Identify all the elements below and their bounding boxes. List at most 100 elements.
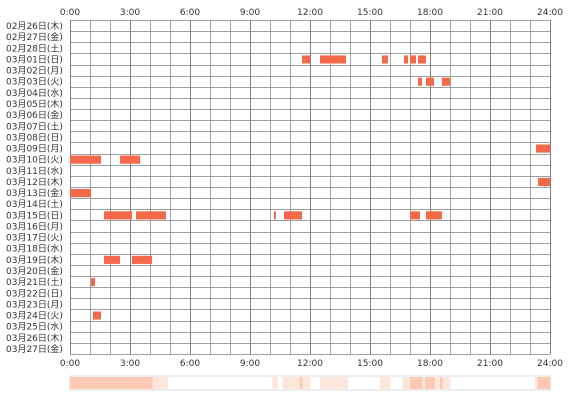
row-label: 02月27日(金) (6, 31, 63, 43)
summary-cell (70, 377, 73, 389)
summary-cell (287, 377, 291, 389)
x-tick-labels-bottom: 0:00 3:00 6:00 9:00 12:00 15:00 18:00 21:00 24:0… (60, 359, 563, 369)
activity-bar (410, 55, 416, 64)
x-tick-label-bottom: 24:00 (537, 359, 563, 369)
summary-cell (402, 377, 406, 389)
summary-cell (97, 377, 101, 389)
summary-cell (407, 377, 411, 389)
summary-cell (145, 377, 148, 389)
activity-bar (104, 255, 120, 264)
row-label: 03月02日(月) (6, 66, 63, 77)
summary-cell (272, 377, 276, 389)
activity-bar (120, 155, 140, 164)
summary-cell (105, 377, 108, 389)
summary-cell (427, 377, 431, 389)
activity-bar (382, 55, 388, 64)
activity-bar (274, 211, 276, 220)
summary-cell (545, 377, 548, 389)
summary-cell (307, 377, 311, 389)
summary-cell (87, 377, 91, 389)
summary-cell (147, 377, 151, 389)
x-tick-label-top: 15:00 (357, 8, 383, 18)
summary-cell (300, 377, 303, 389)
summary-cell (387, 377, 391, 389)
summary-cell (542, 377, 546, 389)
x-tick-label-top: 18:00 (417, 8, 443, 18)
summary-cell (142, 377, 146, 389)
activity-bar (132, 255, 152, 264)
summary-cell (165, 377, 168, 389)
summary-cell (132, 377, 136, 389)
summary-cell (342, 377, 346, 389)
summary-cell (440, 377, 443, 389)
row-label: 03月09日(月) (6, 144, 63, 155)
row-label: 03月04日(水) (6, 87, 63, 99)
summary-cell (112, 377, 116, 389)
summary-cell (547, 377, 551, 389)
summary-cell (162, 377, 166, 389)
activity-bar (426, 211, 442, 220)
summary-cell (157, 377, 161, 389)
summary-cell (85, 377, 88, 389)
x-tick-label-top: 21:00 (477, 8, 503, 18)
row-label: 03月06日(金) (6, 109, 63, 121)
row-label: 03月24日(火) (6, 311, 63, 322)
row-label: 03月01日(日) (6, 54, 63, 65)
summary-cell (382, 377, 386, 389)
x-tick-label-bottom: 12:00 (297, 359, 323, 369)
summary-cell (422, 377, 426, 389)
summary-cell (292, 377, 296, 389)
summary-cell (417, 377, 421, 389)
activity-bar (536, 144, 550, 153)
summary-cell (160, 377, 163, 389)
row-label: 03月07日(土) (6, 120, 63, 132)
summary-cell (100, 377, 103, 389)
summary-cell (122, 377, 126, 389)
summary-cell (275, 377, 278, 389)
activity-bar (404, 55, 408, 64)
summary-cell (282, 377, 286, 389)
activity-bar (418, 77, 422, 86)
summary-cell (385, 377, 388, 389)
summary-cell (297, 377, 301, 389)
summary-cell (80, 377, 83, 389)
summary-cell (152, 377, 156, 389)
row-label: 03月22日(日) (6, 288, 63, 299)
summary-cell (330, 377, 333, 389)
summary-cell (432, 377, 436, 389)
grid-lines (70, 20, 551, 355)
summary-cell (290, 377, 293, 389)
activity-bar (104, 211, 132, 220)
row-label: 03月23日(月) (6, 299, 63, 310)
row-label: 03月27日(金) (6, 343, 63, 355)
summary-cell (540, 377, 543, 389)
activity-bar (426, 77, 434, 86)
summary-cell (92, 377, 96, 389)
activity-bar (91, 278, 95, 287)
x-tick-label-bottom: 0:00 (60, 359, 80, 369)
x-tick-label-bottom: 9:00 (240, 359, 260, 369)
activity-bar (284, 211, 302, 220)
activity-bar (70, 189, 91, 198)
summary-cell (445, 377, 448, 389)
summary-cell (430, 377, 433, 389)
x-tick-label-top: 0:00 (60, 8, 80, 18)
row-label: 03月15日(日) (6, 210, 63, 221)
summary-cell (335, 377, 338, 389)
summary-cell (155, 377, 158, 389)
row-label: 03月12日(木) (6, 176, 63, 188)
x-tick-label-top: 9:00 (240, 8, 260, 18)
summary-cell (535, 377, 538, 389)
summary-cell (412, 377, 416, 389)
summary-cell (120, 377, 123, 389)
x-tick-labels-top: 0:00 3:00 6:00 9:00 12:00 15:00 18:00 21:00 24:0… (60, 8, 563, 18)
activity-bar (442, 77, 450, 86)
x-tick-label-bottom: 15:00 (357, 359, 383, 369)
activity-bar (418, 55, 426, 64)
row-label: 03月05日(木) (6, 98, 63, 110)
summary-cell (150, 377, 153, 389)
summary-cell (327, 377, 331, 389)
row-label: 03月11日(水) (6, 165, 63, 177)
row-label: 03月14日(土) (6, 198, 63, 210)
